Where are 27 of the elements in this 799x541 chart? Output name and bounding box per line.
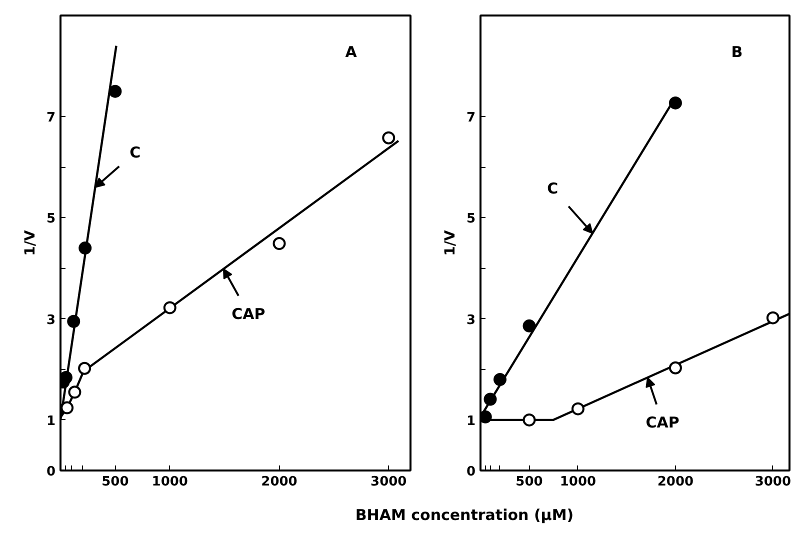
y-tick-label: 1 (46, 414, 56, 429)
y-axis-title: 1/V (442, 230, 458, 256)
y-tick-label: 5 (46, 212, 56, 227)
x-tick-label: 3000 (754, 474, 792, 490)
y-tick-label: 5 (466, 212, 476, 227)
y-tick-label: 1 (466, 414, 476, 429)
y-tick-label: 0 (466, 464, 476, 480)
annotation: CAP (232, 304, 266, 323)
annotation: B (731, 42, 743, 61)
y-tick-label: 7 (46, 110, 56, 126)
annotation: C (547, 179, 558, 198)
x-tick-label: 1000 (560, 474, 596, 490)
y-tick-label: 3 (46, 312, 56, 328)
x-tick-label: 2000 (657, 474, 694, 490)
y-tick-label: 7 (466, 110, 476, 126)
x-tick-label: 1000 (152, 474, 188, 490)
x-tick-label: 2000 (261, 474, 298, 490)
y-tick-label: 0 (46, 464, 56, 480)
annotation: C (130, 143, 141, 162)
y-axis-title: 1/V (22, 230, 38, 256)
y-tick-label: 3 (466, 312, 476, 328)
x-axis-title: BHAM concentration (μM) (355, 505, 574, 526)
x-tick-label: 3000 (370, 474, 407, 490)
x-tick-label: 500 (516, 474, 543, 490)
annotation: A (345, 42, 358, 61)
annotation: CAP (646, 413, 680, 432)
x-tick-label: 500 (102, 474, 129, 490)
